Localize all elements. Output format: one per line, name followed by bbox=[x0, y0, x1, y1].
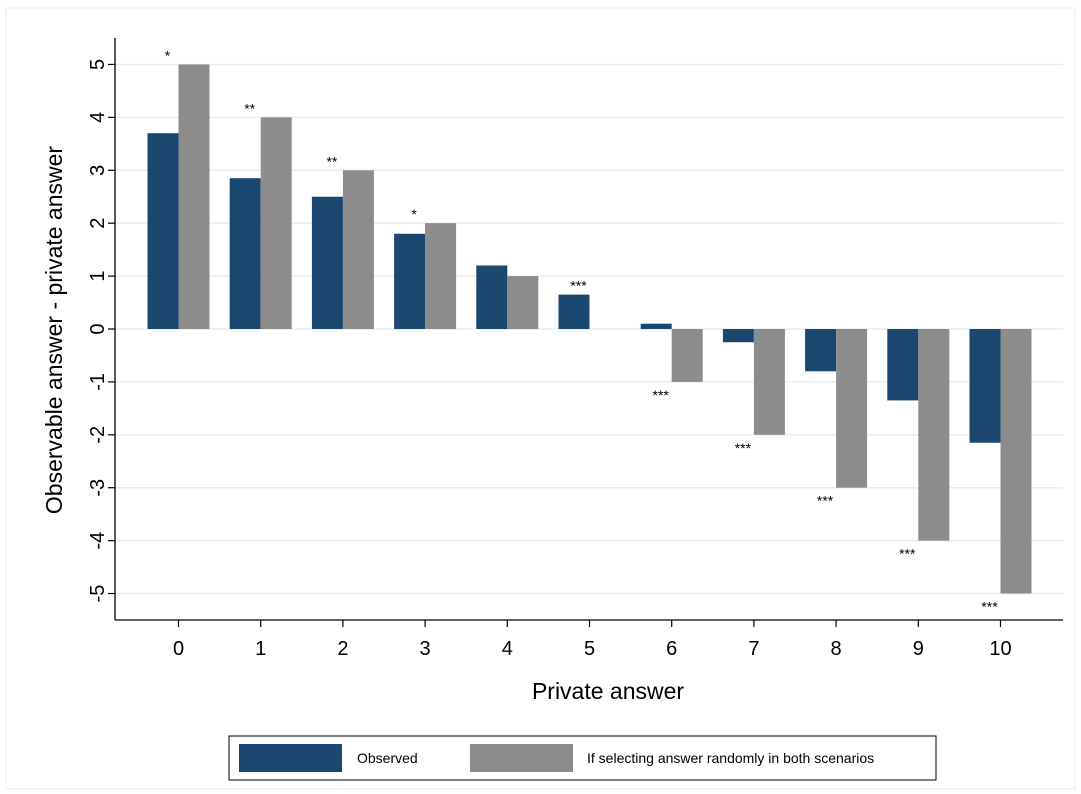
legend: Observed If selecting answer randomly in … bbox=[228, 735, 937, 781]
bar-observed bbox=[229, 178, 261, 329]
x-tick-label: 6 bbox=[666, 638, 677, 660]
legend-swatch-observed bbox=[239, 744, 342, 772]
bar-random bbox=[1000, 329, 1032, 594]
bar-random bbox=[507, 276, 539, 329]
significance-label: *** bbox=[899, 546, 916, 562]
y-tick-label: 4 bbox=[87, 112, 109, 123]
y-tick-label: -2 bbox=[87, 426, 109, 444]
x-tick-label: 7 bbox=[748, 638, 759, 660]
bar-random bbox=[342, 170, 374, 329]
bar-observed bbox=[394, 233, 426, 329]
bars bbox=[147, 64, 1032, 594]
x-tick-label: 8 bbox=[831, 638, 842, 660]
legend-swatch-random bbox=[470, 744, 573, 772]
legend-box bbox=[228, 735, 937, 781]
x-tick-label: 9 bbox=[913, 638, 924, 660]
significance-label: * bbox=[165, 47, 171, 63]
y-tick-label: -4 bbox=[87, 532, 109, 550]
bar-observed bbox=[805, 329, 837, 372]
bar-random bbox=[260, 117, 292, 329]
significance-label: *** bbox=[570, 278, 587, 294]
bar-random bbox=[671, 329, 703, 382]
y-tick-label: 5 bbox=[87, 59, 109, 70]
bar-observed bbox=[476, 265, 508, 329]
y-tick-label: 2 bbox=[87, 218, 109, 229]
bar-observed bbox=[722, 329, 754, 343]
figure-border bbox=[5, 7, 1076, 790]
y-axis-title: Observable answer - private answer bbox=[41, 146, 67, 514]
significance-label: *** bbox=[817, 493, 834, 509]
y-tick-label: 3 bbox=[87, 165, 109, 176]
bar-random bbox=[918, 329, 950, 541]
significance-label: ** bbox=[244, 100, 255, 116]
y-tick-label: 0 bbox=[87, 323, 109, 334]
x-tick-label: 5 bbox=[584, 638, 595, 660]
bar-random bbox=[425, 223, 457, 329]
bar-observed bbox=[147, 133, 179, 329]
x-tick-label: 10 bbox=[989, 638, 1011, 660]
significance-label: *** bbox=[735, 440, 752, 456]
bar-observed bbox=[969, 329, 1001, 443]
x-tick-label: 4 bbox=[502, 638, 513, 660]
x-tick-label: 2 bbox=[337, 638, 348, 660]
bar-random bbox=[836, 329, 868, 488]
significance-label: * bbox=[411, 206, 417, 222]
significance-label: *** bbox=[653, 387, 670, 403]
y-tick-label: -1 bbox=[87, 373, 109, 391]
significance-label: ** bbox=[326, 153, 337, 169]
x-tick-label: 0 bbox=[173, 638, 184, 660]
x-tick-label: 1 bbox=[255, 638, 266, 660]
significance-labels: ************************ bbox=[165, 47, 998, 614]
y-tick-label: 1 bbox=[87, 271, 109, 282]
bar-random bbox=[178, 64, 210, 330]
legend-label: Observed bbox=[357, 750, 418, 766]
y-tick-label: -5 bbox=[87, 585, 109, 603]
x-axis-title: Private answer bbox=[532, 678, 684, 704]
significance-label: *** bbox=[981, 599, 998, 615]
x-tick-label: 3 bbox=[420, 638, 431, 660]
bar-observed bbox=[311, 196, 343, 329]
bar-observed bbox=[640, 323, 672, 329]
bar-observed bbox=[887, 329, 919, 401]
y-tick-label: -3 bbox=[87, 479, 109, 497]
legend-label: If selecting answer randomly in both sce… bbox=[587, 750, 874, 766]
bar-observed bbox=[558, 294, 590, 329]
bar-random bbox=[753, 329, 785, 435]
